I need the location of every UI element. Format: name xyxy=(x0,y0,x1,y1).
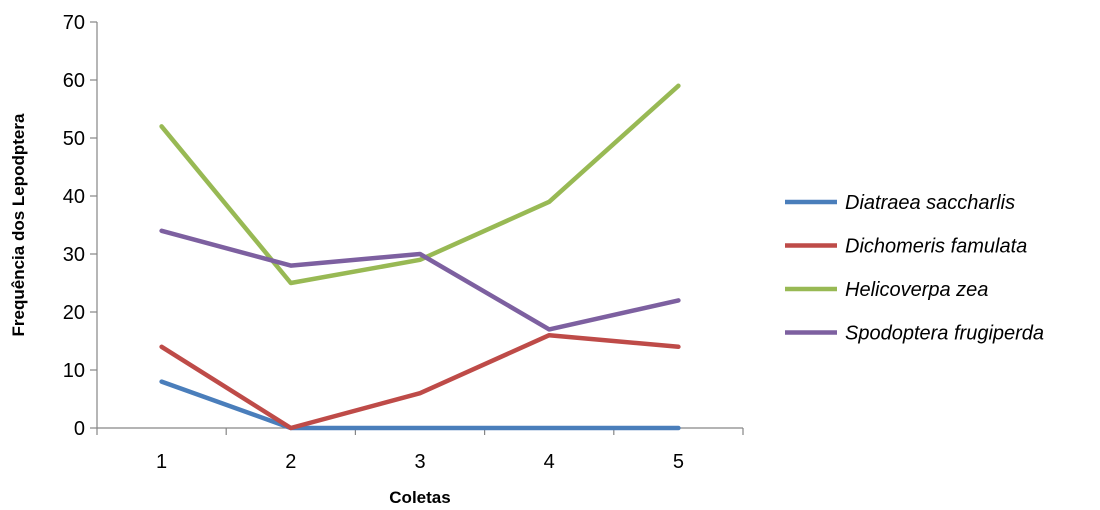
y-axis-title: Frequência dos Lepodptera xyxy=(9,113,28,336)
legend-label: Helicoverpa zea xyxy=(845,279,988,301)
y-tick-label: 10 xyxy=(63,360,85,382)
legend-item: Diatraea saccharlis xyxy=(785,192,1015,214)
series-line-2 xyxy=(159,332,681,431)
legend: Diatraea saccharlis Dichomeris famulata He… xyxy=(785,192,1044,345)
y-tick-label: 60 xyxy=(63,70,85,92)
x-tick-label: 3 xyxy=(414,451,425,473)
y-tick-label: 20 xyxy=(63,302,85,324)
x-tick-label: 5 xyxy=(673,451,684,473)
x-tick-label: 2 xyxy=(285,451,296,473)
legend-label: Spodoptera frugiperda xyxy=(845,323,1044,345)
y-tick-label: 30 xyxy=(63,244,85,266)
legend-item: Dichomeris famulata xyxy=(785,236,1027,258)
x-tick-label: 1 xyxy=(156,451,167,473)
legend-item: Helicoverpa zea xyxy=(785,279,988,301)
legend-item: Spodoptera frugiperda xyxy=(785,323,1044,345)
x-axis-title: Coletas xyxy=(389,488,450,507)
x-tick-label: 4 xyxy=(544,451,555,473)
legend-label: Diatraea saccharlis xyxy=(845,192,1015,214)
y-tick-label: 0 xyxy=(74,418,85,440)
series-line-4 xyxy=(159,228,681,332)
axes: 0 10 20 30 40 50 60 70 1 2 3 4 5 xyxy=(63,12,744,473)
series-layer xyxy=(159,83,681,431)
y-tick-label: 70 xyxy=(63,12,85,34)
series-line-1 xyxy=(159,379,681,431)
legend-label: Dichomeris famulata xyxy=(845,236,1027,258)
y-tick-label: 50 xyxy=(63,128,85,150)
y-tick-label: 40 xyxy=(63,186,85,208)
